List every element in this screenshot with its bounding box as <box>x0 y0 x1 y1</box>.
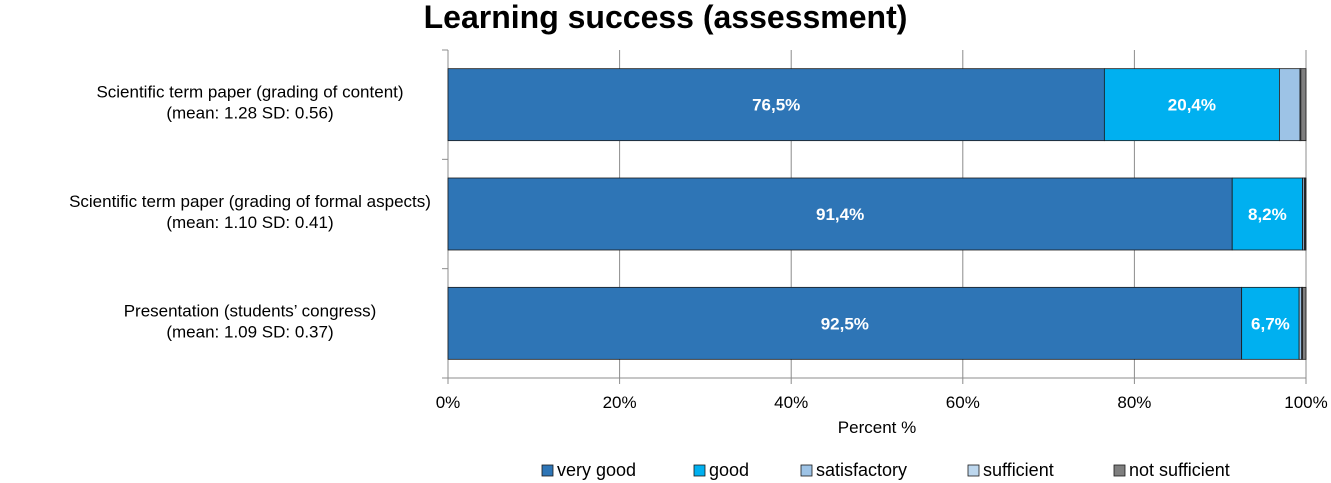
x-tick-label: 100% <box>1284 393 1327 412</box>
legend-swatch <box>800 464 813 477</box>
bar-segment <box>447 286 1243 360</box>
legend-swatch <box>541 464 554 477</box>
bar-segment <box>1302 286 1307 360</box>
legend-swatch <box>1113 464 1126 477</box>
bars-layer: 76,5% 20,4% 91,4% 8,2% 92,5% 6,7% <box>447 68 1307 360</box>
x-tick-label: 0% <box>436 393 461 412</box>
legend-label: satisfactory <box>816 460 907 480</box>
category-labels: Scientific term paper (grading of conten… <box>69 83 431 342</box>
bar-segment <box>1231 177 1303 251</box>
x-tick-label: 60% <box>946 393 980 412</box>
data-label: 6,7% <box>1251 314 1290 333</box>
x-tick-labels: 0% 20% 40% 60% 80% 100% <box>436 393 1328 412</box>
bar-segment <box>1304 177 1307 251</box>
x-tick-label: 20% <box>603 393 637 412</box>
category-label: Presentation (students’ congress) <box>124 301 377 320</box>
data-label: 76,5% <box>752 96 800 115</box>
legend-label: sufficient <box>983 460 1054 480</box>
category-label: (mean: 1.10 SD: 0.41) <box>166 213 333 232</box>
bar-segment <box>447 68 1105 142</box>
x-tick-label: 40% <box>774 393 808 412</box>
category-label: Scientific term paper (grading of formal… <box>69 192 431 211</box>
data-label: 92,5% <box>821 314 869 333</box>
data-label: 8,2% <box>1248 205 1287 224</box>
x-axis-title: Percent % <box>838 418 916 437</box>
category-label: Scientific term paper (grading of conten… <box>96 83 403 102</box>
bar-segment <box>1241 286 1300 360</box>
data-label: 91,4% <box>816 205 864 224</box>
legend-label: not sufficient <box>1129 460 1230 480</box>
legend: very good good satisfactory sufficient not s… <box>541 460 1230 480</box>
bar-segment <box>1279 68 1301 142</box>
category-label: (mean: 1.28 SD: 0.56) <box>166 104 333 123</box>
chart-title: Learning success (assessment) <box>423 0 908 35</box>
legend-swatch <box>693 464 706 477</box>
legend-swatch <box>967 464 980 477</box>
category-label: (mean: 1.09 SD: 0.37) <box>166 322 333 341</box>
legend-label: very good <box>557 460 636 480</box>
data-label: 20,4% <box>1168 96 1216 115</box>
x-tick-label: 80% <box>1117 393 1151 412</box>
bar-segment <box>1300 68 1307 142</box>
legend-label: good <box>709 460 749 480</box>
